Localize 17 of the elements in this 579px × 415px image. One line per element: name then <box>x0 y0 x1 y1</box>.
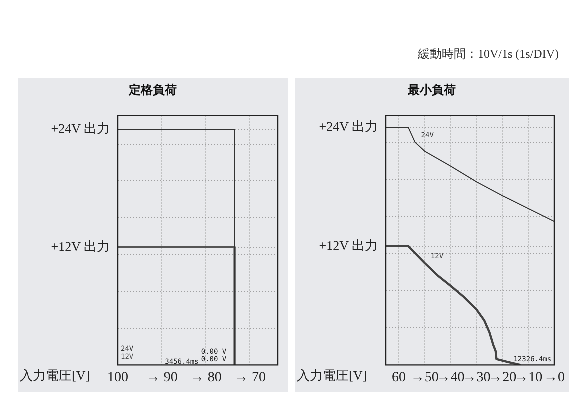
chart-title: 定格負荷 <box>128 82 178 99</box>
x-tick-label: → 70 <box>234 370 266 386</box>
x-tick-label: 100 <box>108 370 128 386</box>
y-tick-label: +24V 出力 <box>51 120 110 136</box>
x-tick-label: → 80 <box>190 370 222 386</box>
x-tick-label: → 90 <box>146 370 178 386</box>
x-axis-title: 入力電圧[V] <box>20 368 90 384</box>
x-tick-label: →50 <box>410 370 439 386</box>
x-tick-label: →10 <box>514 370 543 386</box>
y-tick-label: +12V 出力 <box>319 238 378 253</box>
chart-subtitle: 緩動時間：10V/1s (1s/DIV) <box>418 46 559 63</box>
y-tick-label: +12V 出力 <box>51 238 110 254</box>
chart-title: 最小負荷 <box>407 82 457 99</box>
y-tick-label: +24V 出力 <box>319 119 378 134</box>
x-tick-label: 60 <box>392 370 406 386</box>
x-axis-title: 入力電圧[V] <box>297 368 368 384</box>
x-tick-label: →0 <box>544 370 565 386</box>
